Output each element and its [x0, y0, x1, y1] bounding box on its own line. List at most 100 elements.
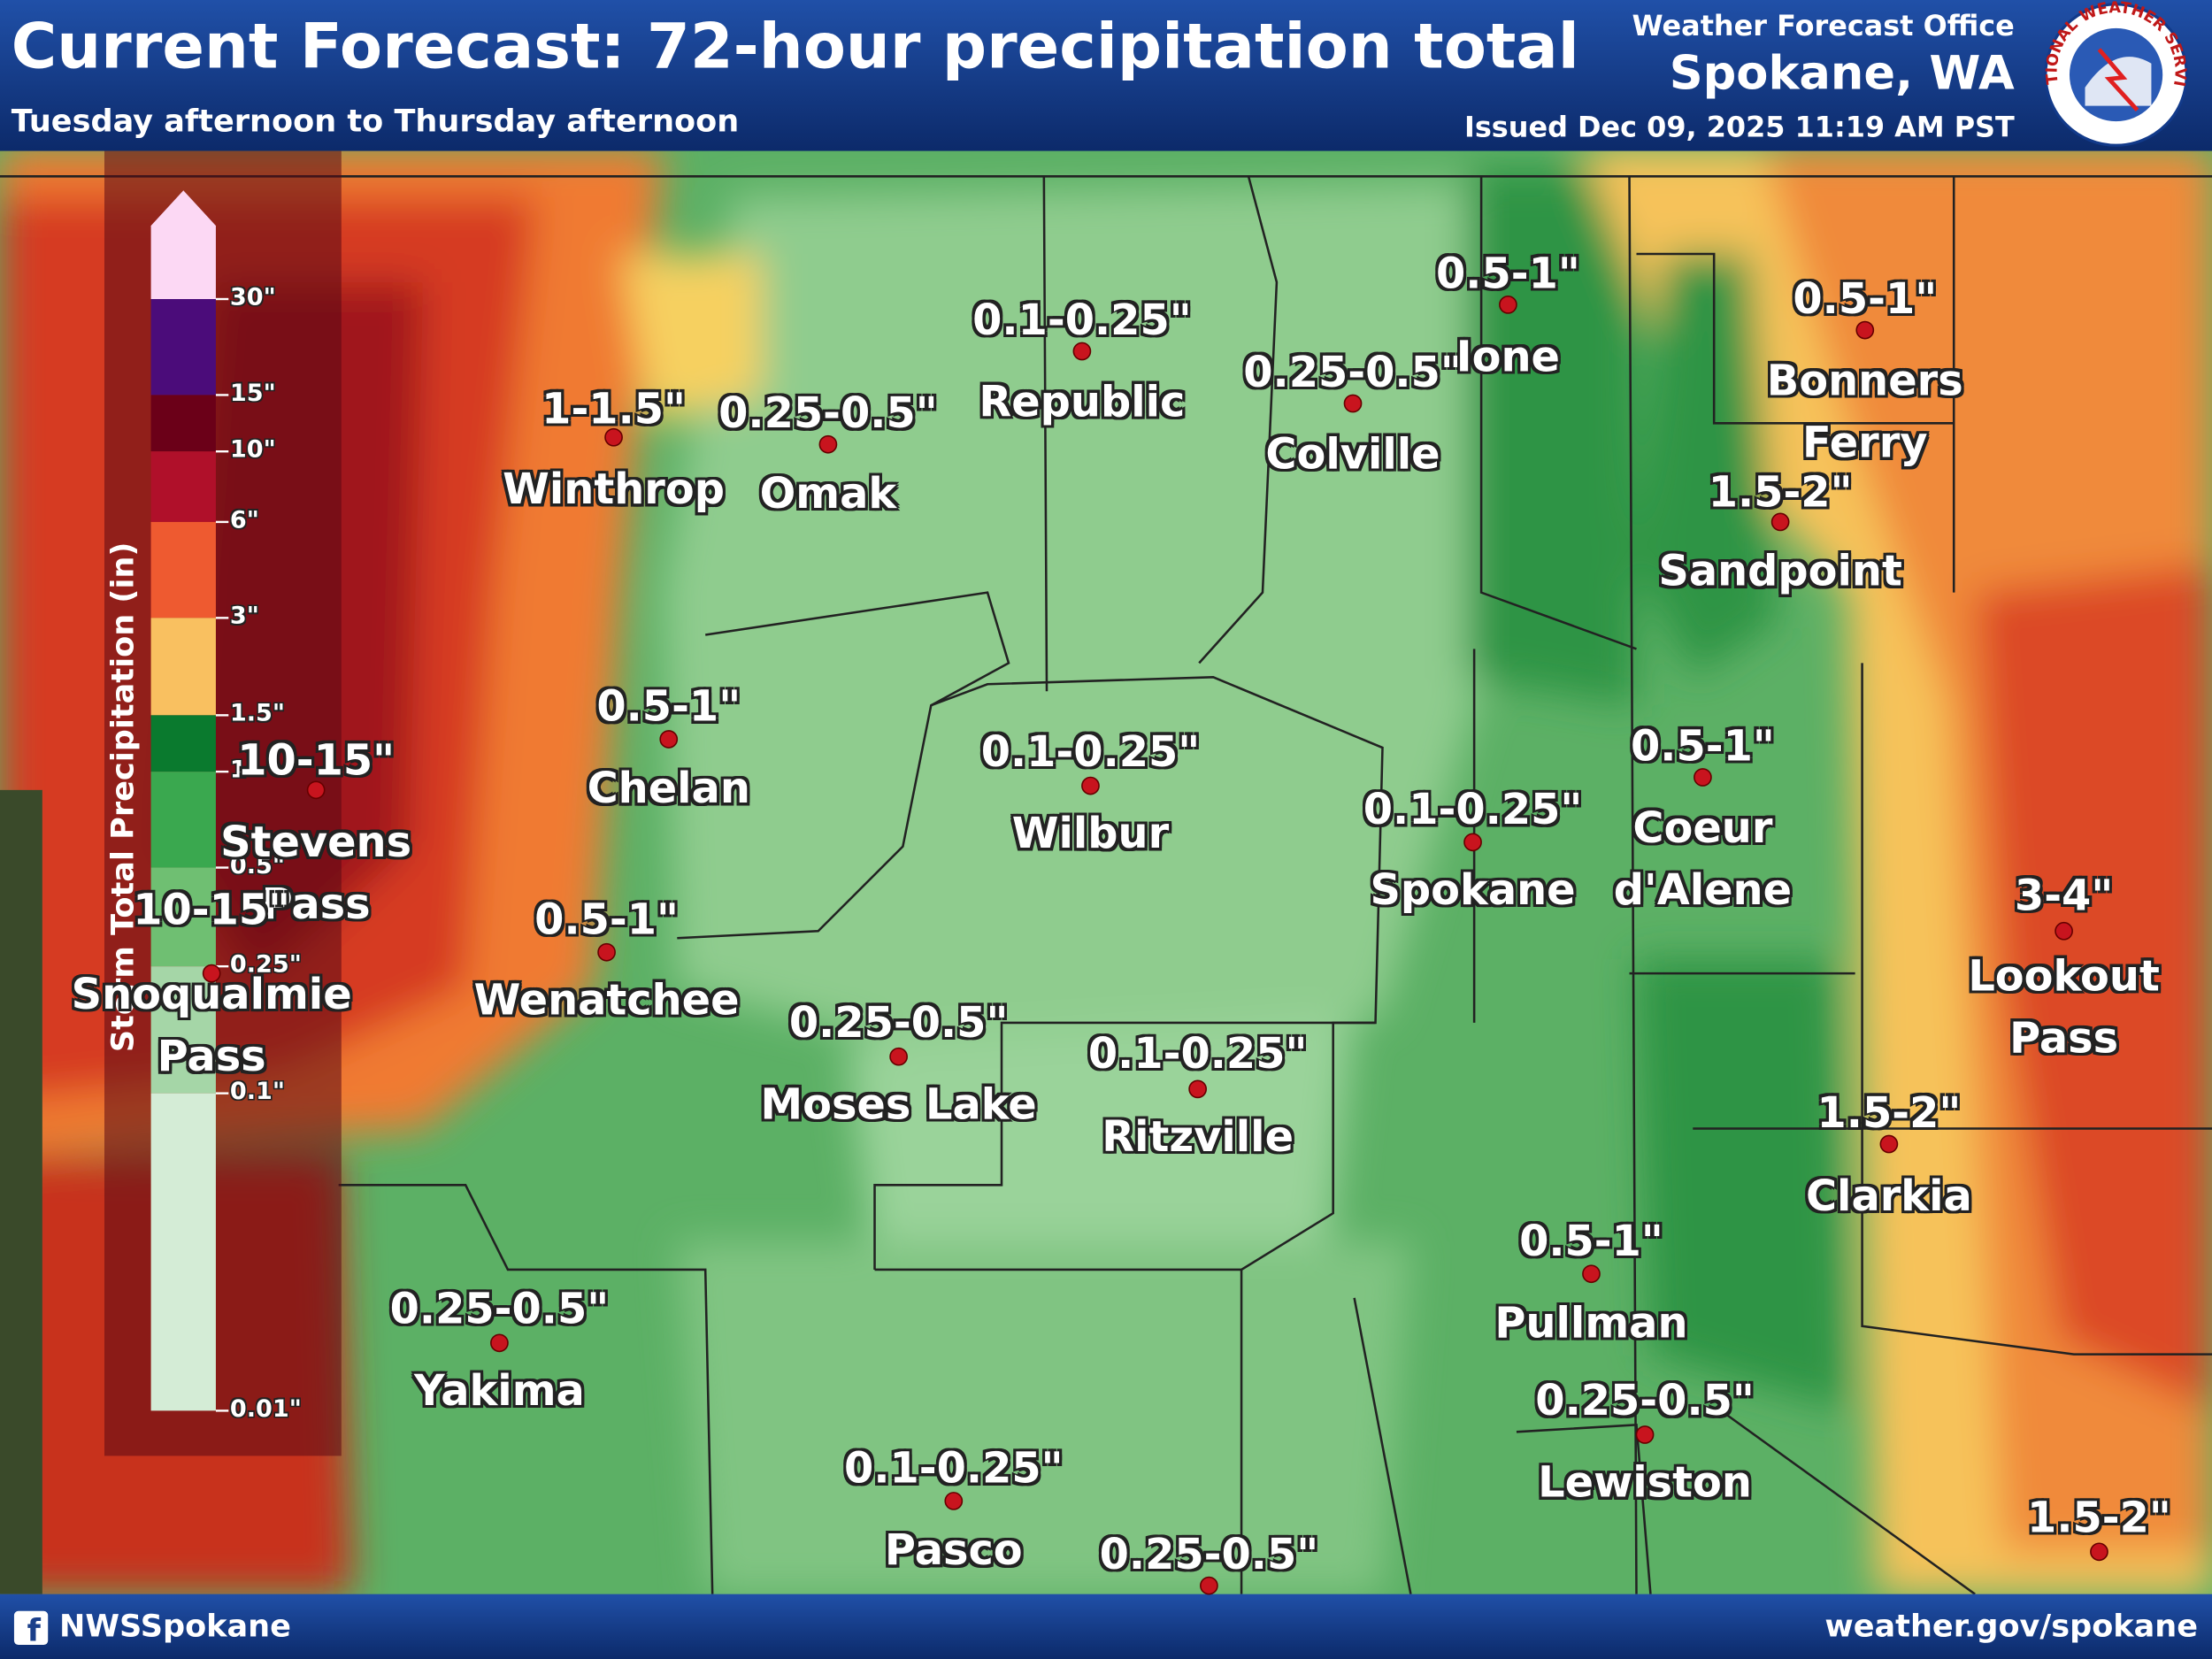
city-name: Wilbur: [1011, 810, 1170, 859]
precip-amount: 0.25-0.5": [788, 998, 1009, 1048]
legend-colorbar: [150, 190, 229, 1412]
office: Weather Forecast Office: [1632, 8, 2015, 42]
city-name: Coeur d'Alene: [1613, 803, 1793, 916]
city-dot: [202, 964, 221, 983]
colorbar-segment: [150, 395, 216, 452]
city-name: Stevens Pass: [220, 818, 412, 930]
city-name: Republic: [979, 378, 1186, 428]
precip-amount: 0.5-1": [1519, 1217, 1663, 1267]
title: Current Forecast: 72-hour precipitation …: [11, 11, 1579, 84]
city-dot: [1463, 833, 1482, 852]
precip-amount: 0.5-1": [1793, 274, 1938, 325]
city-name: Bonners Ferry: [1766, 357, 1963, 469]
footer-bar: [0, 1594, 2212, 1659]
city-name: Chelan: [587, 764, 750, 814]
subtitle: Tuesday afternoon to Thursday afternoon: [11, 104, 740, 140]
precip-amount: 0.25-0.5": [1535, 1377, 1755, 1426]
precip-amount: 0.25-0.5": [1243, 348, 1463, 398]
precip-amount: 0.5-1": [596, 682, 741, 733]
city-name: Yakima: [413, 1366, 585, 1417]
city-name: Colville: [1265, 430, 1440, 480]
city-dot: [1081, 776, 1100, 795]
colorbar-segment: [150, 1093, 216, 1411]
city-name: Ritzville: [1102, 1112, 1294, 1163]
city-name: Pasco: [884, 1526, 1023, 1576]
legend-label: 0.1": [229, 1078, 286, 1107]
city-name: Moses Lake: [760, 1080, 1037, 1131]
legend-label: 6": [229, 506, 259, 535]
city-dot: [2090, 1542, 2108, 1562]
city-dot: [2055, 921, 2073, 941]
precip-amount: 0.1-0.25": [1087, 1029, 1308, 1079]
city-dot: [1200, 1576, 1218, 1595]
colorbar-segment: [150, 715, 216, 772]
precip-amount: 1.5-2": [2027, 1494, 2171, 1544]
colorbar-arrow: [150, 190, 216, 300]
city-name: Wenatchee: [473, 976, 740, 1026]
city-dot: [604, 427, 623, 447]
precip-amount: 0.1-0.25": [1363, 786, 1583, 835]
legend-label: 1.5": [229, 699, 286, 728]
city-name: Sandpoint: [1658, 547, 1902, 597]
legend-label: 10": [229, 435, 276, 465]
legend-label: 0.25": [229, 950, 302, 979]
city-name: Pullman: [1494, 1299, 1688, 1349]
city-name: Winthrop: [503, 465, 725, 515]
precip-amount: 0.25-0.5": [389, 1285, 610, 1335]
precip-amount: 0.5-1": [1436, 250, 1580, 300]
social-handle[interactable]: NWSSpokane: [58, 1609, 291, 1646]
city-dot: [597, 942, 616, 962]
colorbar-segment: [150, 299, 216, 396]
issued: Issued Dec 09, 2025 11:19 AM PST: [1463, 110, 2015, 144]
city-name: Spokane: [1370, 865, 1576, 916]
city-name: Omak: [759, 469, 897, 519]
precip-amount: 10-15": [133, 886, 291, 936]
location: Spokane, WA: [1669, 45, 2015, 101]
boundaries: [0, 175, 2212, 1595]
city-dot: [1499, 296, 1517, 314]
city-dot: [944, 1492, 964, 1510]
city-dot: [1694, 768, 1712, 787]
city-dot: [659, 730, 679, 749]
city-dot: [490, 1333, 509, 1353]
city-dots: [202, 296, 2108, 1595]
city-dot: [1072, 342, 1092, 361]
legend-label: 3": [229, 602, 259, 631]
precip-amount: 10-15": [237, 736, 396, 787]
precip-amount: 0.25-0.5": [718, 389, 938, 439]
city-dot: [818, 434, 838, 454]
precip-amount: 1.5-2": [1708, 468, 1853, 518]
colorbar-segment: [150, 966, 216, 1094]
precip-amount: 1-1.5": [541, 385, 686, 435]
precip-amount: 0.5-1": [1631, 722, 1775, 772]
city-name: Snoqualmie Pass: [71, 970, 352, 1082]
legend-panel: [104, 150, 342, 1456]
precip-amount: 0.1-0.25": [972, 296, 1192, 346]
city-name: Lewiston: [1538, 1458, 1752, 1509]
legend-label: 0.5": [229, 852, 286, 880]
city-dot: [889, 1047, 908, 1066]
precip-amount: 0.5-1": [534, 895, 679, 946]
colorbar-segment: [150, 618, 216, 716]
colorbar-segment: [150, 451, 216, 522]
colorbar-segment: [150, 772, 216, 868]
city-dot: [1855, 320, 1875, 340]
legend-label: 1": [229, 756, 259, 785]
precip-amount: 0.1-0.25": [980, 727, 1201, 778]
city-dot: [1582, 1264, 1601, 1284]
colorbar-segment: [150, 867, 216, 967]
precip-amount: 3-4": [2014, 872, 2114, 922]
city-dot: [306, 780, 326, 800]
header-bar: [0, 0, 2212, 151]
legend-label: 15": [229, 379, 276, 408]
legend-label: 30": [229, 283, 276, 312]
precip-amount: 1.5-2": [1816, 1088, 1962, 1139]
url[interactable]: weather.gov/spokane: [1824, 1609, 2199, 1646]
city-name: Lookout Pass: [1968, 952, 2160, 1064]
precip-amount: 0.25-0.5": [1099, 1530, 1319, 1580]
svg-text:f: f: [27, 1612, 42, 1648]
colorbar-segment: [150, 521, 216, 618]
facebook-icon: f: [13, 1610, 49, 1648]
